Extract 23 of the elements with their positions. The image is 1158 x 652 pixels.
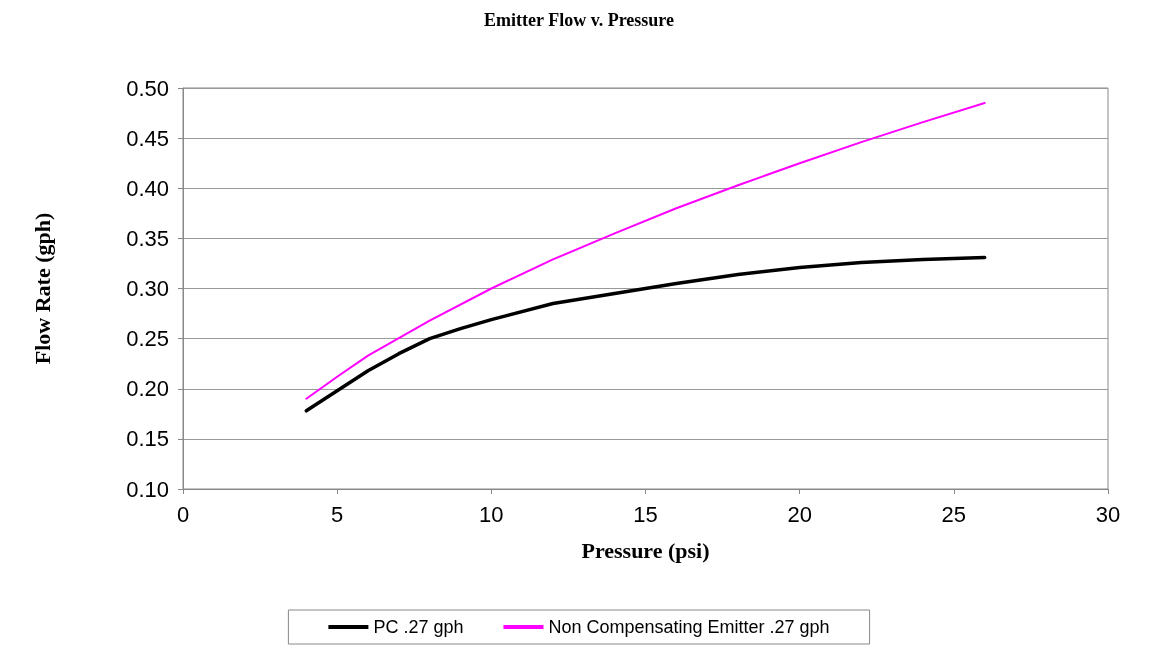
legend-label: PC .27 gph	[373, 617, 464, 637]
y-tick-label: 0.10	[126, 476, 169, 502]
x-tick-label: 20	[787, 501, 812, 527]
x-tick-label: 30	[1095, 501, 1121, 527]
y-tick-label: 0.45	[126, 125, 169, 151]
line-series	[304, 255, 987, 413]
x-axis-title: Pressure (psi)	[581, 537, 710, 563]
line-series	[305, 102, 986, 400]
y-tick-label: 0.30	[126, 276, 169, 301]
x-tick-label: 15	[633, 501, 658, 527]
y-tick-label: 0.25	[126, 326, 169, 352]
chart-title: Emitter Flow v. Pressure	[484, 10, 674, 30]
y-axis-title: Flow Rate (gph)	[29, 212, 55, 365]
x-tick-label: 25	[941, 501, 967, 527]
x-tick-label: 5	[331, 501, 344, 527]
x-tick-label: 10	[479, 501, 504, 527]
y-tick-label: 0.50	[126, 75, 169, 101]
y-tick-label: 0.35	[126, 225, 169, 251]
x-tick-label: 0	[176, 501, 190, 527]
y-tick-label: 0.15	[126, 426, 169, 452]
y-tick-label: 0.20	[126, 376, 169, 402]
legend-label: Non Compensating Emitter .27 gph	[548, 617, 830, 637]
y-tick-label: 0.40	[126, 175, 169, 201]
